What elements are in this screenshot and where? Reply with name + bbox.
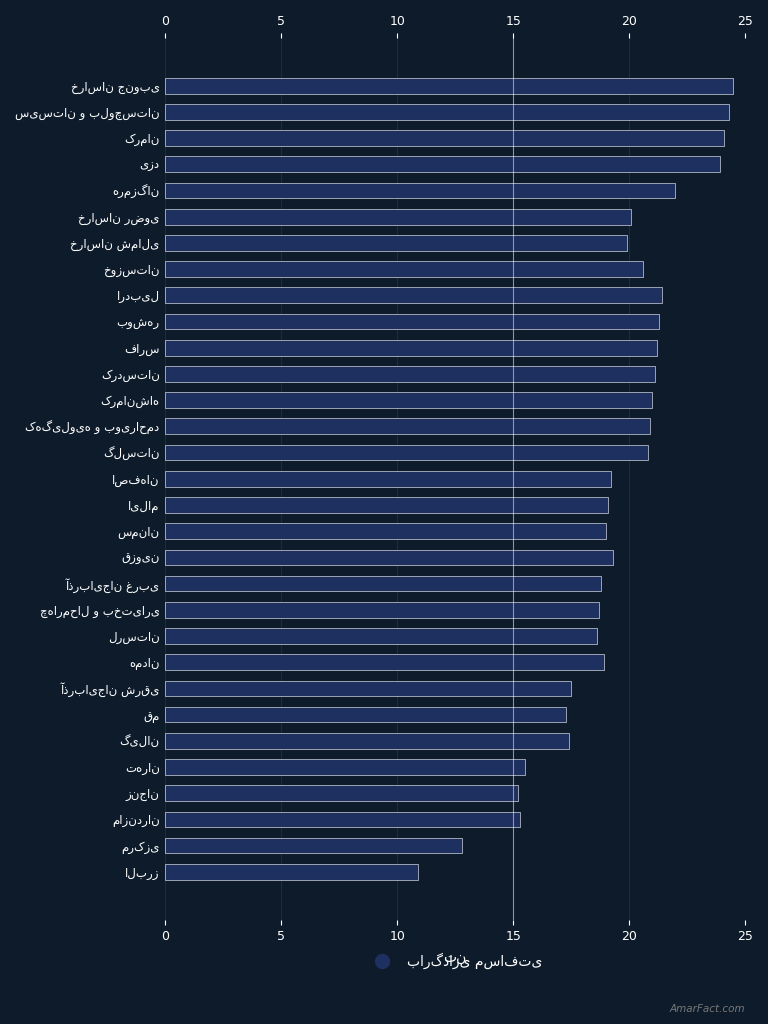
Bar (165, 471, 611, 486)
Bar (165, 812, 520, 827)
Bar (165, 288, 661, 303)
Bar (165, 864, 418, 880)
Bar (165, 838, 462, 853)
Bar (165, 523, 606, 539)
Bar (165, 654, 604, 670)
Bar (165, 261, 643, 276)
Bar (165, 157, 720, 172)
Text: AmarFact.com: AmarFact.com (670, 1004, 745, 1014)
Bar (165, 759, 525, 775)
Bar (165, 497, 608, 513)
Bar (165, 575, 601, 592)
Bar (165, 681, 571, 696)
Bar (165, 602, 599, 617)
Bar (165, 104, 729, 120)
Bar (165, 550, 613, 565)
Bar (165, 444, 647, 461)
Bar (165, 130, 724, 146)
Legend: بارگذاری مسافتی: بارگذاری مسافتی (362, 947, 548, 975)
Bar (165, 182, 676, 199)
X-axis label: تن: تن (443, 951, 467, 965)
Bar (165, 209, 631, 224)
Bar (165, 340, 657, 355)
Bar (165, 733, 569, 749)
Bar (165, 313, 659, 330)
Bar (165, 419, 650, 434)
Bar (165, 236, 627, 251)
Bar (165, 707, 567, 723)
Bar (165, 392, 652, 408)
Bar (165, 78, 733, 93)
Bar (165, 785, 518, 801)
Bar (165, 366, 654, 382)
Bar (165, 628, 597, 644)
